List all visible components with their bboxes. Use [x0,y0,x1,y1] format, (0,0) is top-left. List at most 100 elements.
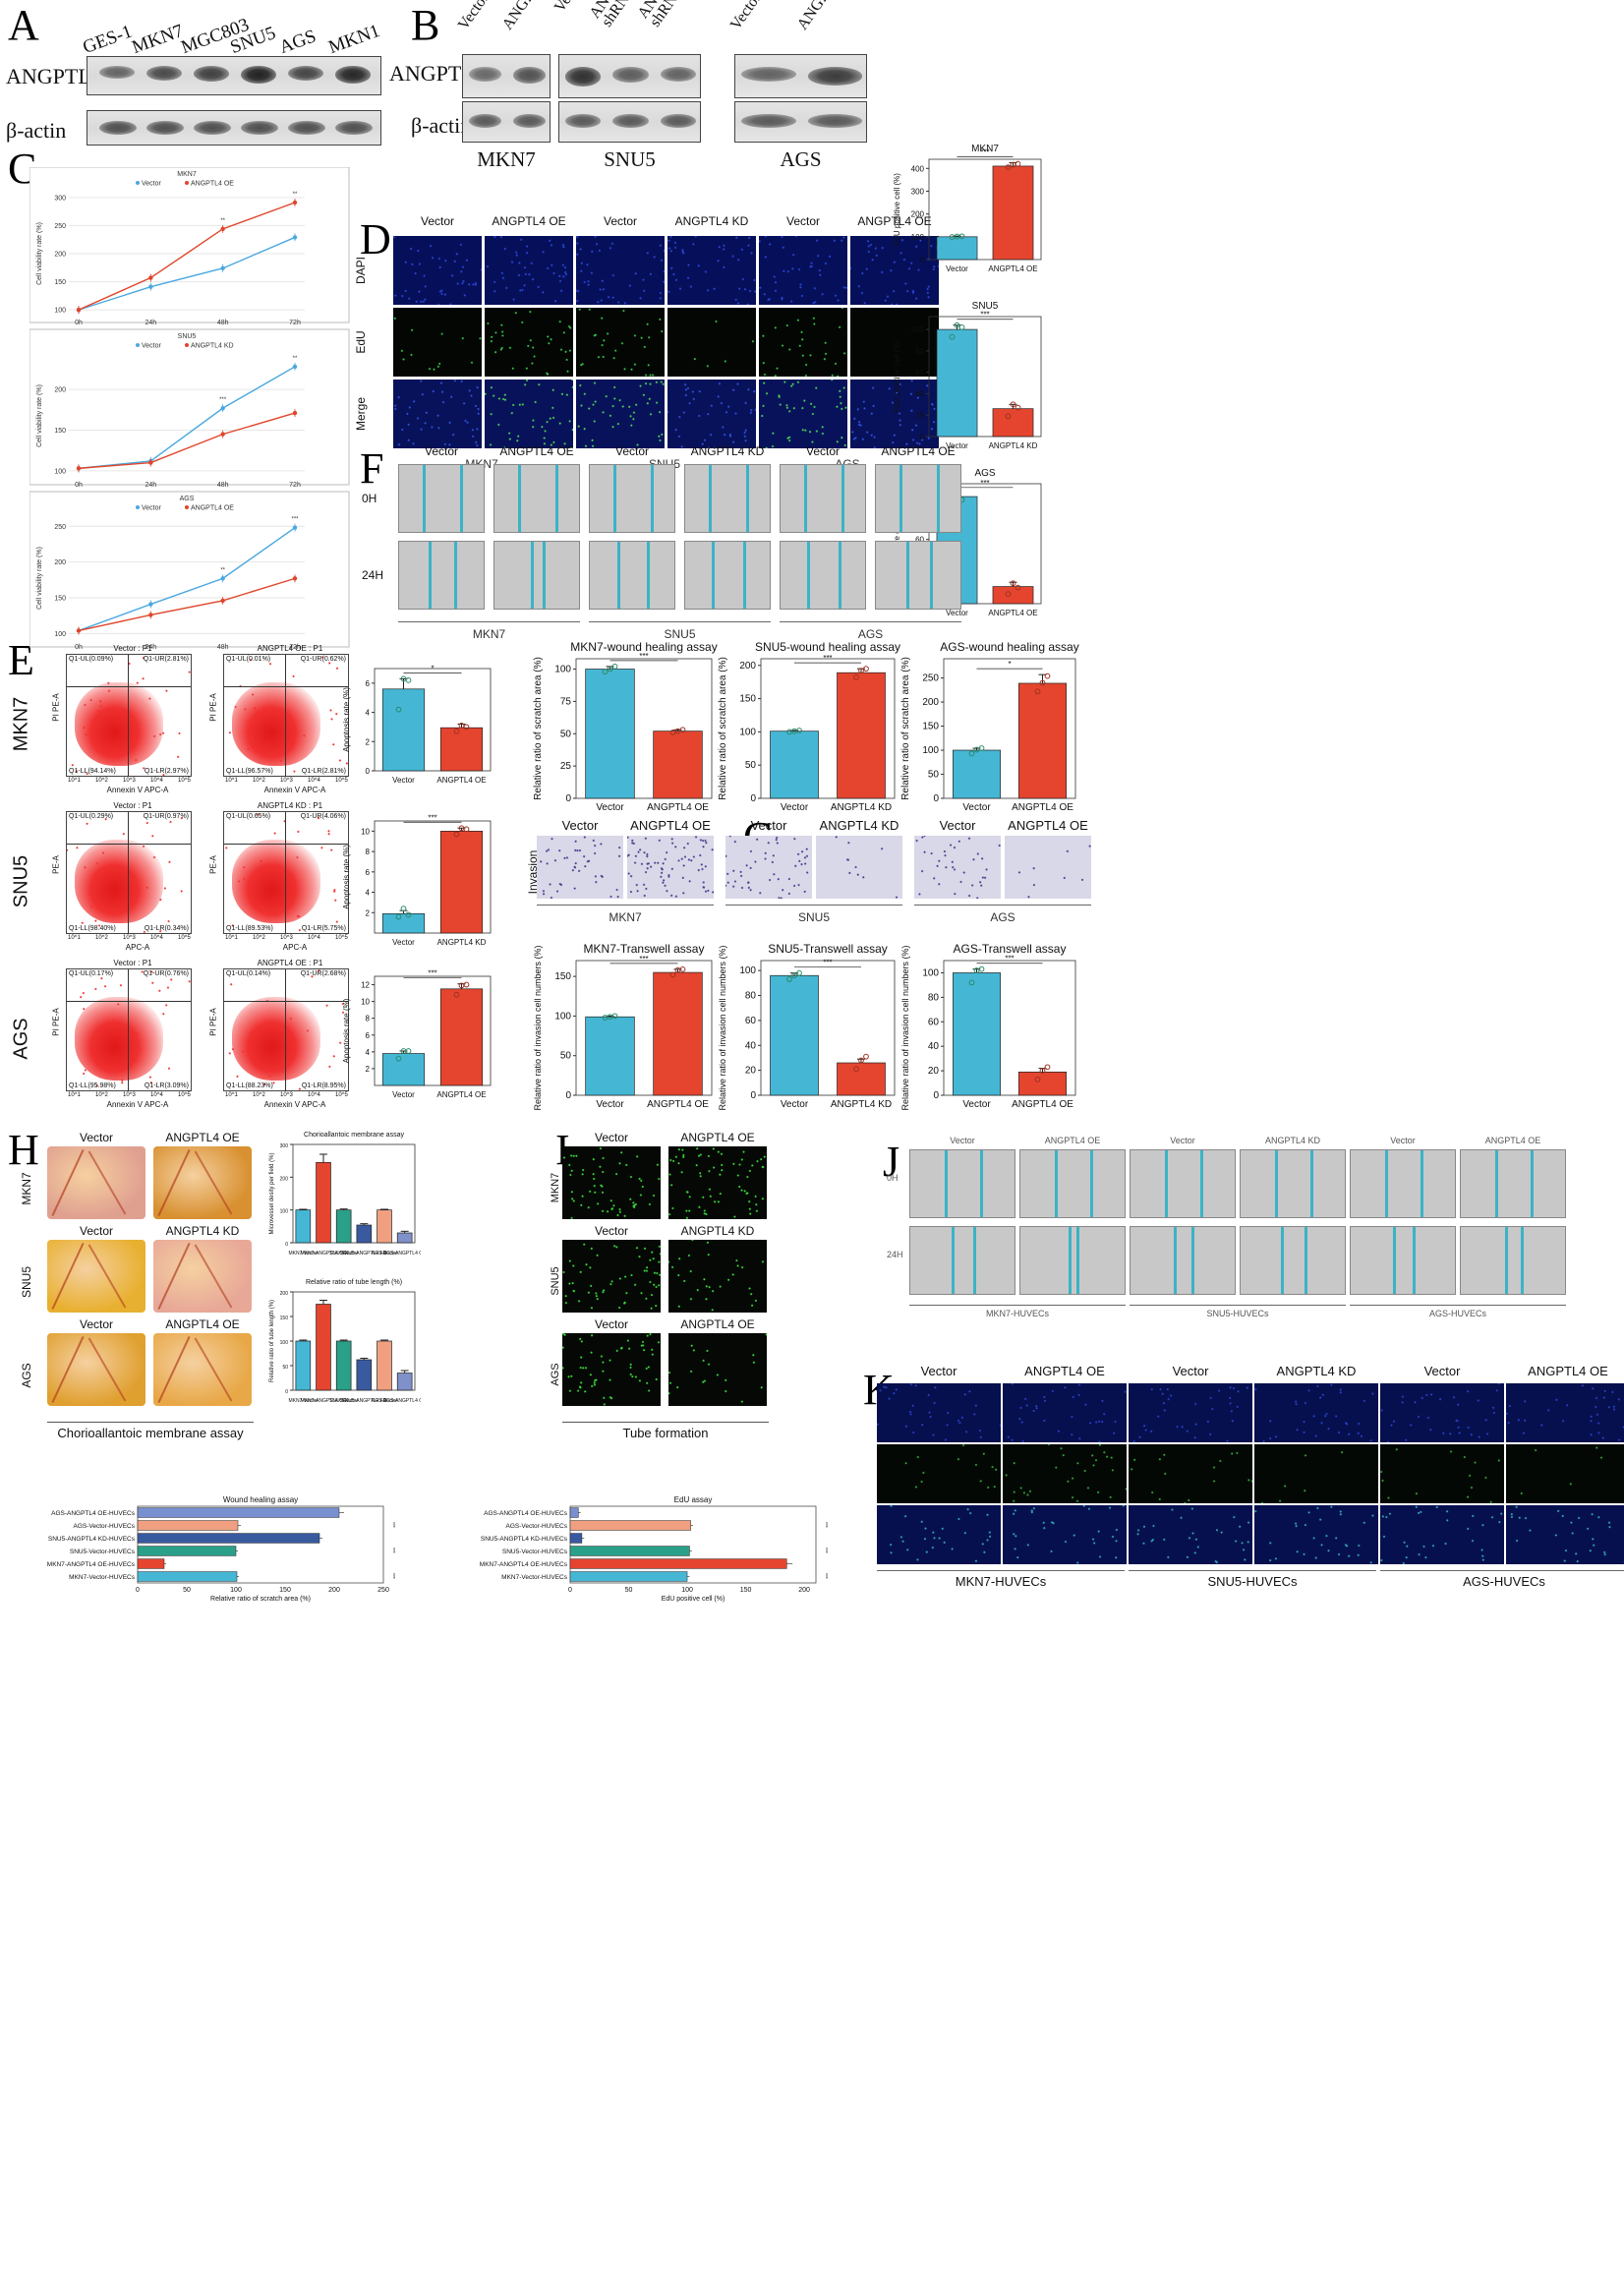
series-line [78,527,296,632]
panel-label-b: B [411,1,440,49]
tick-label: 0 [920,433,925,441]
tick-label: 0 [565,1090,571,1101]
significance-label: *** [822,1573,828,1579]
data-point [220,432,225,437]
tick-label: 72h [289,644,301,649]
vessel [51,1243,85,1310]
bar [295,1340,312,1391]
data-dot [968,750,975,757]
scratch-edge-right [973,1227,976,1294]
row-label: 0H [887,1173,899,1183]
scratch-image [909,1226,1015,1295]
blot-band [807,67,862,86]
chart-title: MKN7 [177,171,197,178]
bar-chart-cam: Chorioallantoic membrane assay 0 100 200 300… [269,1132,421,1257]
scratch-image [1460,1226,1566,1295]
fluor-image [1380,1444,1504,1503]
row-label: MKN7 [10,696,32,752]
group-underline [914,905,1091,906]
fluor-image [576,308,665,377]
column-label: Vector [950,1136,975,1145]
tick-label: 0 [565,793,571,804]
chart-title: AGS-Transwell assay [954,942,1067,956]
data-dot [796,969,802,976]
column-label: Vector [1170,1136,1195,1145]
tick-label: 150 [54,428,66,435]
flow-tick: 10^5 [178,935,191,941]
gate-horizontal [67,686,191,687]
scratch-edge-left [952,1227,955,1294]
data-point [148,460,153,465]
tick-label: 150 [54,279,66,286]
scratch-edge-right [1413,1227,1416,1294]
panel-i: MKN7 Vector ANGPTL4 OE SNU5 Vector ANGPTL4 KD… [550,1131,865,1440]
category-label: Vector [781,1099,809,1110]
data-dot [786,976,792,982]
flow-tick: 10^1 [225,778,238,784]
fluor-image [877,1444,1001,1503]
tick-label: 100 [54,468,66,475]
significance-label: * [1008,660,1011,669]
gate-horizontal [224,686,348,687]
scratch-edge-right [1305,1227,1307,1294]
flow-tick: 10^5 [178,1092,191,1098]
significance-label: *** [389,1522,395,1528]
data-dot [607,666,613,672]
scratch-edge-right [651,465,654,532]
column-label: Vector [1423,1364,1461,1378]
blot-band [241,121,278,135]
data-point [292,576,298,581]
tick-label: 100 [230,1587,242,1594]
flow-title: ANGPTL4 OE : P1 [257,644,323,653]
scratch-image [1019,1226,1126,1295]
flow-tick: 10^5 [335,1092,348,1098]
fluor-image [393,380,482,448]
category-label: ANGPTL4 OE [988,609,1037,617]
fluor-image [1254,1383,1378,1442]
category-label: MKN7-Vector-HUVECs [501,1574,568,1581]
blot-group-label: AGS [780,147,822,171]
bar [439,988,484,1086]
bar [316,1304,331,1391]
tube-image [562,1146,661,1219]
tick-label: 25 [560,761,572,772]
group-label: SNU5 [664,627,696,641]
column-label: ANGPTL4 OE [165,1131,240,1144]
panel-c: MKN7 Vector ANGPTL4 OE 100 150 200 250 300 0h 24h… [29,166,354,651]
plot-frame [374,820,492,934]
bar-chart-tw-mkn7: MKN7-Transwell assay 0 50 100 150 Relative ra… [533,942,713,1111]
data-point [148,284,153,289]
tube-image [668,1146,767,1219]
tick-label: 100 [911,325,925,334]
category-label: AGS-ANGPTL4 OE [383,1251,421,1257]
flow-ylabel: PE-A [208,855,218,874]
transwell-bar-charts: MKN7-Transwell assay 0 50 100 150 Relative ra… [531,939,1081,1121]
bar [936,328,978,438]
category-label: Vector [946,264,968,273]
tick-label: 2 [366,737,371,746]
transwell-bar-svg: MKN7-Transwell assay 0 50 100 150 Relative ra… [533,942,1076,1111]
category-label: SNU5-ANGPTL4 KD-HUVECs [48,1536,136,1543]
plot-frame [575,960,713,1096]
bar [992,165,1034,261]
legend-label: Vector [142,181,162,188]
quadrant-ur: Q1-UR(2.68%) [300,970,346,977]
axis-label: Relative ratio of scratch area (%) [718,657,728,800]
scratch-image [1350,1226,1456,1295]
tick-label: 50 [560,729,572,739]
bar [569,1520,691,1531]
group-label: MKN7-HUVECs [955,1574,1047,1589]
bar [569,1571,688,1582]
category-label: Vector [962,1099,991,1110]
significance-label: *** [980,479,989,488]
blot-band [241,66,276,84]
significance-label: *** [291,517,299,523]
data-dot [453,991,460,998]
data-point [148,613,153,617]
data-point [76,628,82,633]
column-label: ANGPTL4 OE [881,444,956,458]
tick-label: 40 [745,1040,757,1051]
flow-tick: 10^2 [253,1092,265,1098]
column-label: ANGPTL4 KD [690,444,765,458]
scratch-edge-right [1531,1150,1534,1217]
